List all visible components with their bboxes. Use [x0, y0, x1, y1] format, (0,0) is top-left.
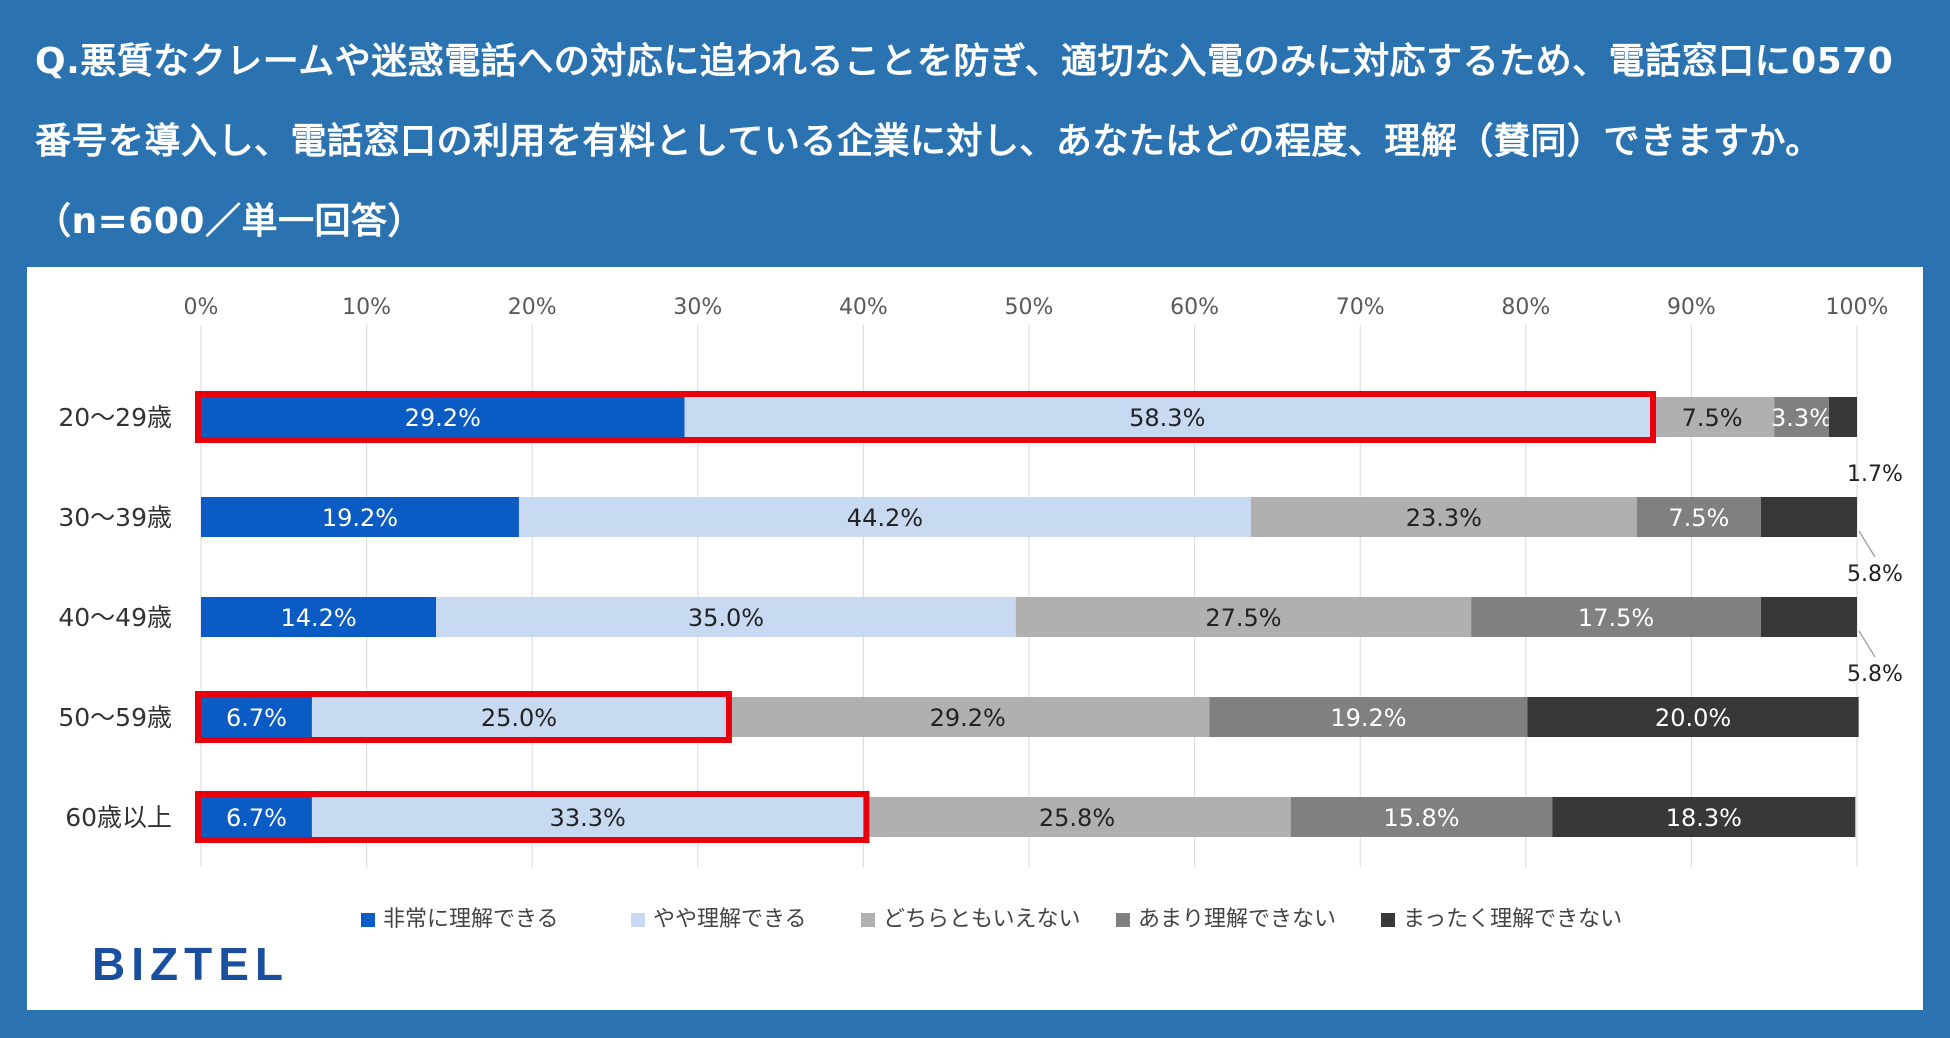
data-label: 33.3% [550, 804, 626, 832]
bar-segment [1760, 497, 1857, 537]
legend-swatch [1116, 913, 1130, 927]
bar-segment [311, 697, 726, 737]
bar-segment [1471, 597, 1761, 637]
data-label: 19.2% [1330, 704, 1406, 732]
legend-label: まったく理解できない [1403, 907, 1622, 932]
category-label: 60歳以上 [65, 803, 172, 832]
highlight-box [195, 691, 732, 743]
data-label: 25.8% [1039, 804, 1115, 832]
x-tick-label: 0% [184, 295, 219, 320]
bar-segment [1552, 797, 1856, 837]
bar-segment [201, 497, 519, 537]
chart-title: Q.悪質なクレームや迷惑電話への対応に追われることを防ぎ、適切な入電のみに対応す… [35, 41, 1894, 242]
data-label: 44.2% [847, 504, 923, 532]
bar-segment [1290, 797, 1553, 837]
x-tick-label: 60% [1170, 295, 1219, 320]
bar-segment [863, 797, 1291, 837]
x-tick-label: 80% [1501, 295, 1550, 320]
bar-segment [725, 697, 1210, 737]
legend-swatch [361, 913, 375, 927]
brand-logo: BIZTEL [92, 938, 289, 990]
x-tick-label: 10% [342, 295, 391, 320]
x-tick-label: 90% [1667, 295, 1716, 320]
bar-segment [1760, 597, 1857, 637]
chart-panel: 0% 10% 20% 30% 40% 50% 60% 70% 80% 90% 100% 20〜29歳 2… [27, 267, 1923, 1010]
bar-segment [201, 697, 312, 737]
data-label: 19.2% [322, 504, 398, 532]
data-label: 3.3% [1771, 404, 1832, 432]
outside-data-label: 5.8% [1847, 662, 1903, 687]
bar-segment [436, 597, 1016, 637]
x-tick-label: 20% [508, 295, 557, 320]
category-label: 20〜29歳 [58, 403, 172, 432]
legend-swatch [631, 913, 645, 927]
data-label: 27.5% [1205, 604, 1281, 632]
legend-label: どちらともいえない [883, 907, 1081, 932]
data-label: 35.0% [688, 604, 764, 632]
data-label: 17.5% [1578, 604, 1654, 632]
data-label: 6.7% [226, 704, 287, 732]
x-tick-label: 30% [673, 295, 722, 320]
data-label: 14.2% [280, 604, 356, 632]
bar-segment [1527, 697, 1859, 737]
highlight-box [195, 791, 870, 843]
category-label: 50〜59歳 [58, 703, 172, 732]
x-tick-label: 70% [1336, 295, 1385, 320]
x-tick-label: 40% [839, 295, 888, 320]
highlight-box [195, 391, 1656, 443]
bar-segment [518, 497, 1251, 537]
data-label: 23.3% [1406, 504, 1482, 532]
bar-segment [684, 397, 1650, 437]
bar-segment [1828, 397, 1857, 437]
data-label: 29.2% [405, 404, 481, 432]
x-tick-label: 50% [1005, 295, 1054, 320]
data-label: 6.7% [226, 804, 287, 832]
bar-segment [1209, 697, 1528, 737]
legend-swatch [1381, 913, 1395, 927]
leader-line [1858, 530, 1876, 558]
legend-label: 非常に理解できる [383, 907, 559, 932]
bar-segment [1774, 397, 1829, 437]
bar-segment [201, 597, 437, 637]
category-label: 40〜49歳 [58, 603, 172, 632]
data-label: 20.0% [1655, 704, 1731, 732]
bar-segment [1250, 497, 1637, 537]
category-label: 30〜39歳 [58, 503, 172, 532]
x-tick-label: 100% [1826, 295, 1889, 320]
bar-segment [1636, 497, 1761, 537]
data-label: 25.0% [481, 704, 557, 732]
leader-line [1858, 630, 1876, 658]
data-label: 18.3% [1666, 804, 1742, 832]
data-label: 29.2% [930, 704, 1006, 732]
outside-data-label: 5.8% [1847, 562, 1903, 587]
legend-swatch [861, 913, 875, 927]
legend-label: やや理解できる [653, 907, 807, 932]
data-label: 58.3% [1129, 404, 1205, 432]
legend-label: あまり理解できない [1138, 907, 1336, 932]
data-label: 15.8% [1383, 804, 1459, 832]
bar-segment [201, 797, 312, 837]
bar-segment [311, 797, 864, 837]
data-label: 7.5% [1682, 404, 1743, 432]
stacked-bar-chart: 0% 10% 20% 30% 40% 50% 60% 70% 80% 90% 100% 20〜29歳 2… [58, 295, 1903, 932]
bar-segment [1015, 597, 1472, 637]
bar-segment [201, 397, 685, 437]
bar-segment [1650, 397, 1775, 437]
data-label: 7.5% [1668, 504, 1729, 532]
outside-data-label: 1.7% [1847, 462, 1903, 487]
